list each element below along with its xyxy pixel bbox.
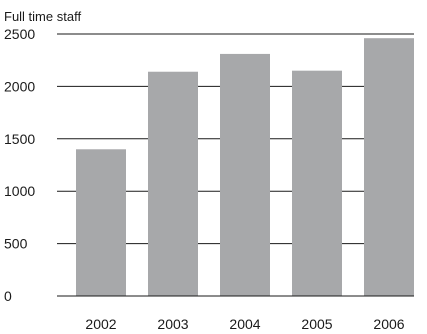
- y-tick-label: 1500: [4, 131, 35, 147]
- y-tick-label: 2500: [4, 26, 35, 42]
- x-tick-label: 2006: [373, 316, 404, 332]
- x-axis-labels: 2002 2003 2004 2005 2006: [85, 316, 404, 332]
- x-tick-label: 2002: [85, 316, 116, 332]
- y-tick-label: 0: [4, 288, 12, 304]
- y-tick-label: 500: [4, 236, 28, 252]
- y-axis-ticks: 0 500 1000 1500 2000 2500: [4, 26, 35, 304]
- y-tick-label: 1000: [4, 183, 35, 199]
- bar-2002: [76, 149, 126, 296]
- bar-2005: [292, 70, 342, 297]
- bar-2006: [364, 38, 414, 296]
- bar-2004: [220, 53, 270, 296]
- x-tick-label: 2005: [301, 316, 332, 332]
- bar-2003: [148, 71, 198, 296]
- y-tick-label: 2000: [4, 78, 35, 94]
- x-tick-label: 2003: [157, 316, 188, 332]
- bars: [76, 38, 414, 297]
- chart-title: Full time staff: [4, 9, 81, 24]
- x-tick-label: 2004: [229, 316, 260, 332]
